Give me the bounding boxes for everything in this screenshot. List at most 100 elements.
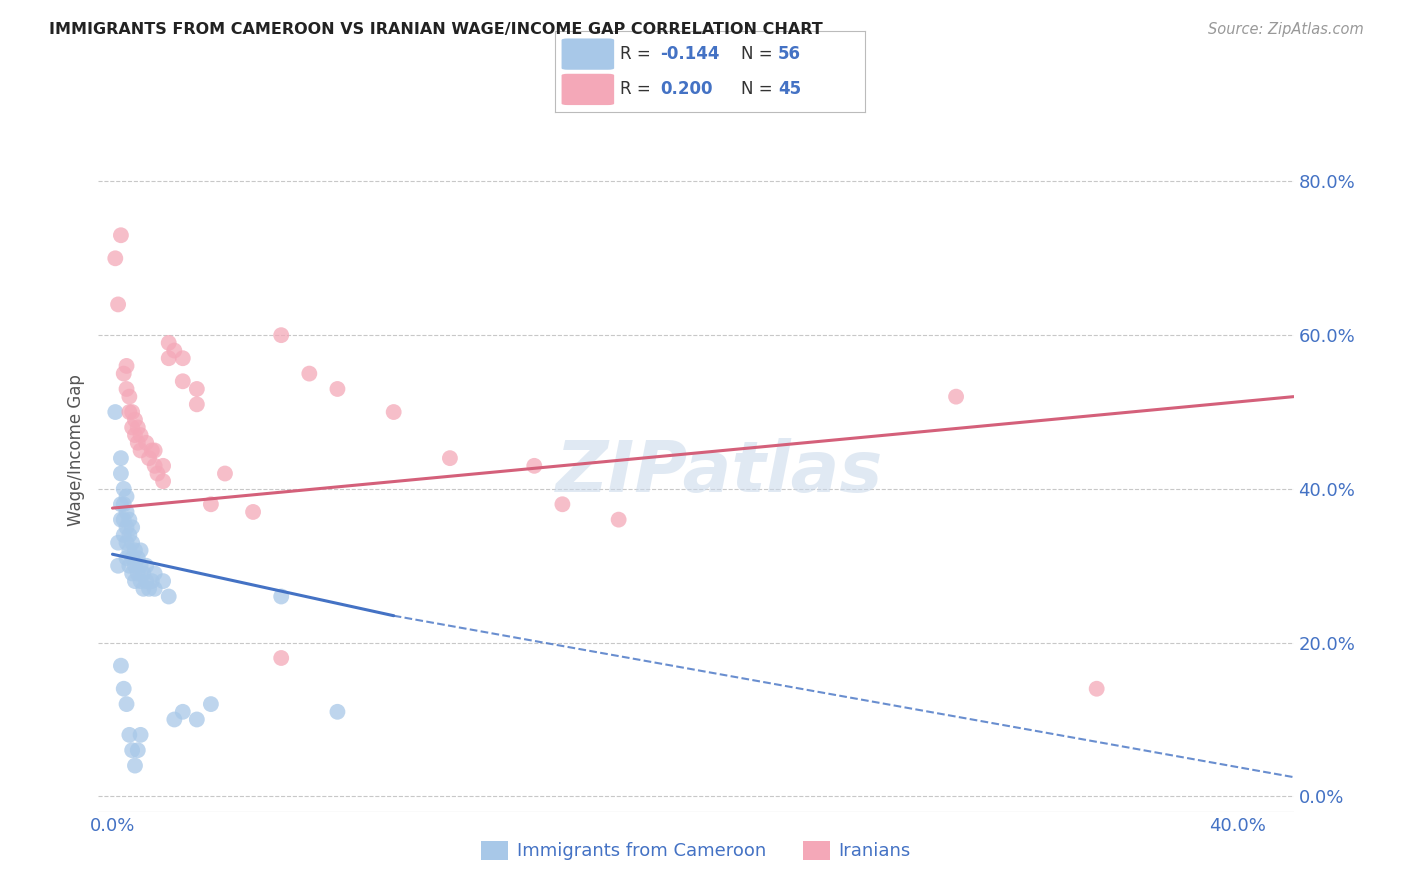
Point [132, 582, 155, 596]
Point [298, 367, 321, 381]
Point [121, 743, 143, 757]
Point [129, 428, 152, 442]
Point [152, 458, 174, 473]
Point [143, 443, 166, 458]
Point [115, 359, 138, 373]
Point [143, 566, 166, 581]
Point [270, 590, 292, 604]
Point [124, 758, 146, 772]
Point [135, 574, 157, 588]
Point [172, 351, 194, 366]
Point [112, 528, 135, 542]
Point [118, 405, 141, 419]
Point [115, 505, 138, 519]
Point [124, 543, 146, 558]
Point [115, 535, 138, 549]
Point [163, 713, 186, 727]
Point [115, 490, 138, 504]
FancyBboxPatch shape [561, 74, 614, 105]
Point [107, 297, 129, 311]
Point [129, 543, 152, 558]
Text: 45: 45 [778, 80, 801, 98]
Legend: Immigrants from Cameroon, Iranians: Immigrants from Cameroon, Iranians [474, 834, 918, 868]
Text: -0.144: -0.144 [661, 45, 720, 62]
Point [135, 435, 157, 450]
Point [214, 467, 236, 481]
Point [141, 443, 163, 458]
Point [118, 390, 141, 404]
Point [172, 374, 194, 388]
Point [135, 558, 157, 573]
Text: IMMIGRANTS FROM CAMEROON VS IRANIAN WAGE/INCOME GAP CORRELATION CHART: IMMIGRANTS FROM CAMEROON VS IRANIAN WAGE… [49, 22, 823, 37]
Point [157, 590, 180, 604]
Point [200, 697, 222, 711]
Point [110, 467, 132, 481]
Point [124, 413, 146, 427]
Point [132, 566, 155, 581]
Point [127, 420, 149, 434]
Point [110, 228, 132, 243]
Point [112, 681, 135, 696]
Text: N =: N = [741, 80, 778, 98]
Point [270, 651, 292, 665]
Text: R =: R = [620, 45, 657, 62]
Text: 56: 56 [778, 45, 801, 62]
Point [157, 351, 180, 366]
Point [157, 335, 180, 350]
Point [121, 551, 143, 566]
Point [242, 505, 264, 519]
Point [270, 328, 292, 343]
Point [141, 574, 163, 588]
Point [107, 558, 129, 573]
Point [945, 390, 967, 404]
Point [121, 566, 143, 581]
Point [127, 551, 149, 566]
Point [186, 713, 208, 727]
Text: 0.200: 0.200 [661, 80, 713, 98]
Point [138, 582, 160, 596]
Text: ZIPatlas: ZIPatlas [557, 438, 883, 507]
Point [118, 558, 141, 573]
Point [143, 582, 166, 596]
Point [326, 382, 349, 396]
Point [107, 535, 129, 549]
Point [186, 397, 208, 411]
Point [121, 520, 143, 534]
Point [1085, 681, 1108, 696]
Point [163, 343, 186, 358]
Point [121, 405, 143, 419]
Point [121, 420, 143, 434]
Point [129, 558, 152, 573]
Point [138, 451, 160, 466]
Point [118, 528, 141, 542]
Point [104, 405, 127, 419]
Point [551, 497, 574, 511]
Point [124, 574, 146, 588]
Point [129, 728, 152, 742]
Point [115, 697, 138, 711]
FancyBboxPatch shape [561, 38, 614, 70]
Point [152, 574, 174, 588]
Point [112, 482, 135, 496]
Point [110, 497, 132, 511]
Point [129, 443, 152, 458]
Point [112, 513, 135, 527]
Point [382, 405, 405, 419]
Point [115, 382, 138, 396]
Point [118, 543, 141, 558]
Point [112, 497, 135, 511]
Text: N =: N = [741, 45, 778, 62]
Point [115, 520, 138, 534]
Point [127, 743, 149, 757]
Point [127, 566, 149, 581]
Text: Source: ZipAtlas.com: Source: ZipAtlas.com [1208, 22, 1364, 37]
Point [607, 513, 630, 527]
Point [124, 428, 146, 442]
Point [186, 382, 208, 396]
Point [326, 705, 349, 719]
Point [110, 513, 132, 527]
Point [110, 658, 132, 673]
Point [104, 252, 127, 266]
Point [127, 435, 149, 450]
Point [129, 574, 152, 588]
